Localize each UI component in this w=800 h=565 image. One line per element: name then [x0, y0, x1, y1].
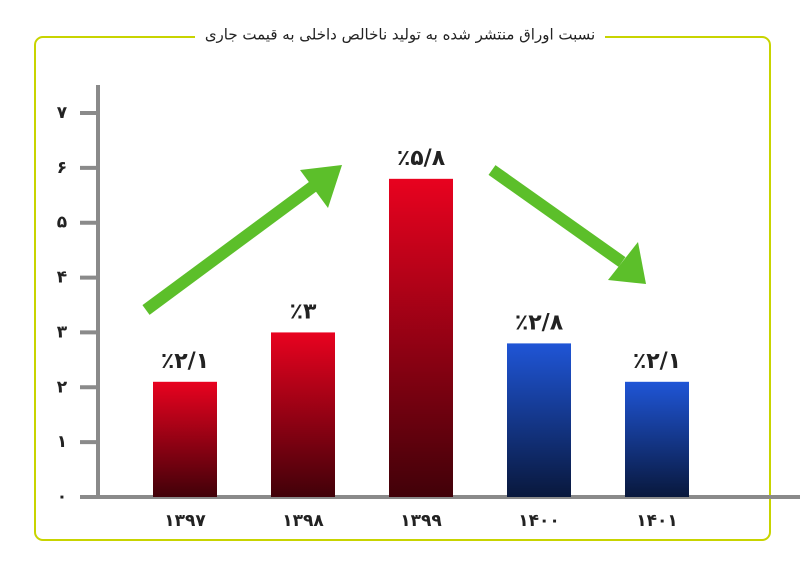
y-tick-label: ۷: [57, 103, 68, 123]
x-tick-label: ۱۴۰۱: [636, 511, 678, 531]
y-tick-label: ۵: [57, 213, 67, 233]
chart-title: نسبت اوراق منتشر شده به تولید ناخالص داخ…: [205, 26, 595, 44]
bar-shade: [271, 332, 335, 497]
y-tick-label: ۶: [57, 158, 67, 178]
y-tick-label: ۲: [57, 377, 68, 397]
value-label: ٪۳: [290, 299, 317, 324]
value-label: ٪۵/۸: [397, 146, 446, 171]
bar-shade: [389, 178, 453, 498]
x-tick-label: ۱۴۰۰: [518, 511, 560, 531]
bar-shade: [507, 343, 571, 497]
arrow-up: [142, 165, 342, 315]
y-tick-label: ۰: [57, 487, 67, 507]
x-tick-label: ۱۳۹۸: [282, 511, 324, 531]
y-tick-label: ۳: [57, 322, 68, 342]
value-label: ٪۲/۱: [633, 349, 681, 374]
x-tick-label: ۱۳۹۷: [164, 511, 206, 531]
x-tick-label: ۱۳۹۹: [400, 511, 442, 531]
y-tick-label: ۴: [57, 268, 67, 288]
bar-shade: [153, 381, 217, 497]
title-backdrop: [195, 24, 605, 48]
bar-shade: [625, 381, 689, 497]
value-label: ٪۲/۸: [515, 310, 564, 335]
arrow-down: [488, 165, 646, 284]
value-label: ٪۲/۱: [161, 349, 209, 374]
y-tick-label: ۱: [57, 432, 67, 452]
